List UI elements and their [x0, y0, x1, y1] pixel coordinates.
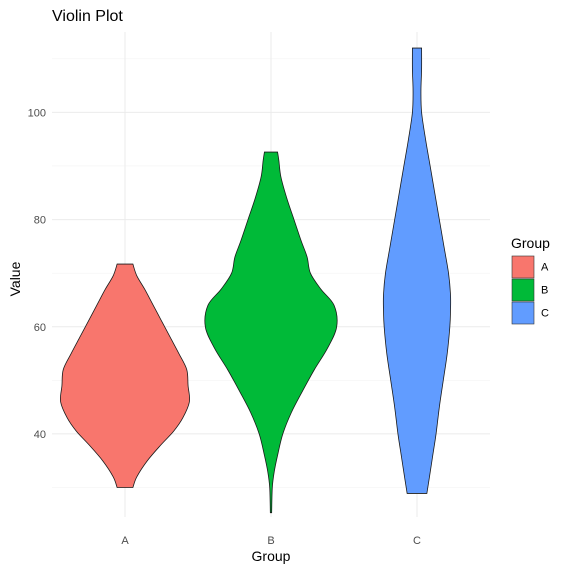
x-tick-label: B: [267, 535, 274, 547]
legend-label-b: B: [541, 285, 548, 297]
x-tick-label: C: [413, 535, 421, 547]
y-axis-title: Value: [7, 261, 23, 296]
y-tick-label: 40: [34, 429, 46, 441]
y-tick-label: 60: [34, 322, 46, 334]
legend-label-a: A: [541, 262, 549, 274]
violin-b: [204, 151, 338, 514]
legend: Group ABC: [511, 235, 550, 325]
legend-key-b: [511, 278, 535, 302]
legend-title: Group: [511, 235, 550, 251]
chart-title: Violin Plot: [52, 8, 123, 25]
legend-key-a: [511, 255, 535, 279]
x-axis-title: Group: [252, 548, 291, 564]
violin-c: [382, 47, 452, 494]
violins: [59, 47, 452, 514]
y-tick-labels: 40 60 80 100: [28, 107, 46, 441]
y-tick-label: 80: [34, 215, 46, 227]
violin-a: [59, 263, 191, 488]
x-tick-labels: A B C: [121, 535, 421, 547]
y-tick-label: 100: [28, 107, 46, 119]
x-tick-label: A: [121, 535, 129, 547]
legend-label-c: C: [541, 308, 549, 320]
legend-key-c: [511, 301, 535, 325]
